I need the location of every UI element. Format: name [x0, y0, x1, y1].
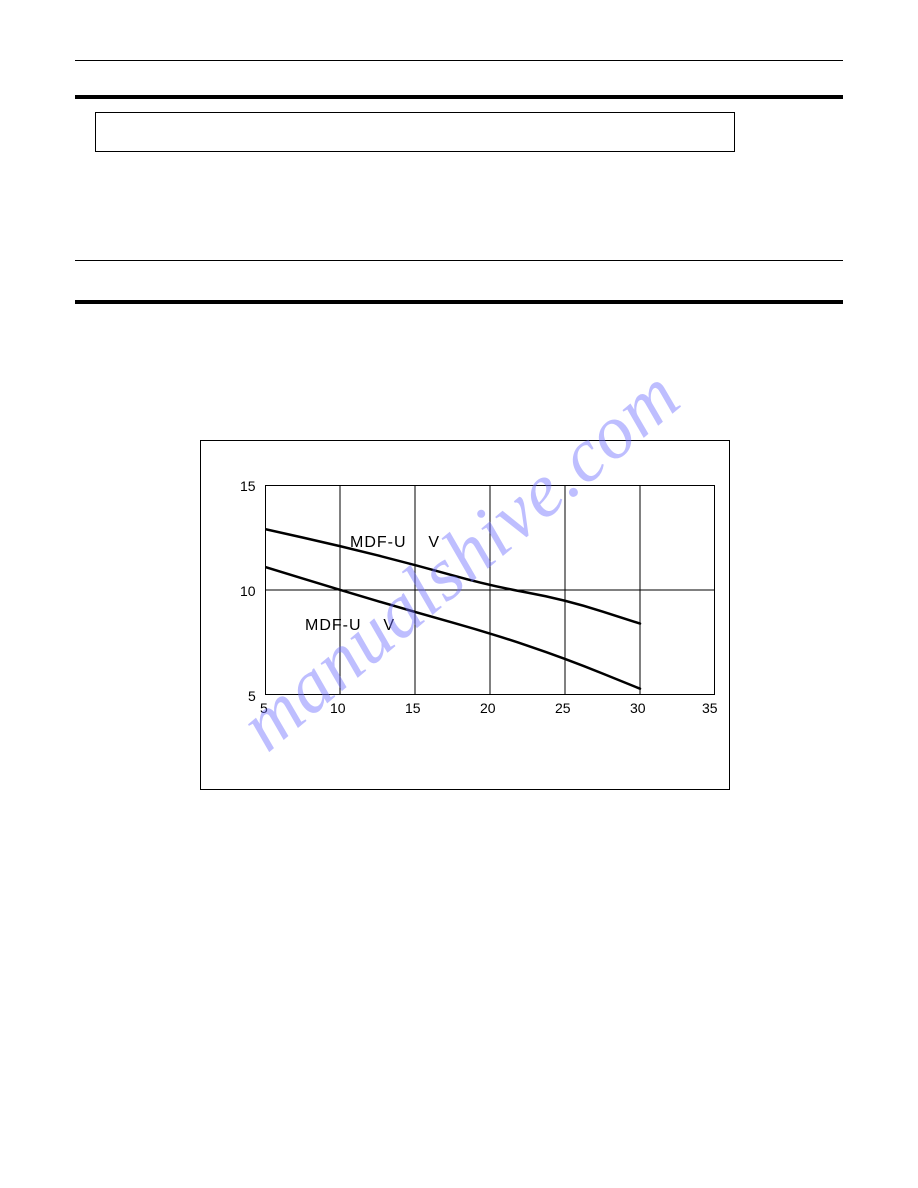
rule-1	[75, 60, 843, 61]
rule-2	[75, 95, 843, 99]
xtick-4: 25	[555, 700, 571, 716]
series-label-0: MDF-U V	[350, 534, 440, 552]
xtick-6: 35	[702, 700, 718, 716]
xtick-1: 10	[330, 700, 346, 716]
rule-4	[75, 300, 843, 304]
chart	[265, 485, 715, 695]
ytick-0: 5	[248, 688, 256, 704]
rule-3	[75, 260, 843, 261]
ytick-1: 10	[240, 583, 256, 599]
xtick-5: 30	[630, 700, 646, 716]
xtick-3: 20	[480, 700, 496, 716]
series-label-1: MDF-U V	[305, 617, 395, 635]
ytick-2: 15	[240, 478, 256, 494]
xtick-0: 5	[260, 700, 268, 716]
xtick-2: 15	[405, 700, 421, 716]
header-box	[95, 112, 735, 152]
